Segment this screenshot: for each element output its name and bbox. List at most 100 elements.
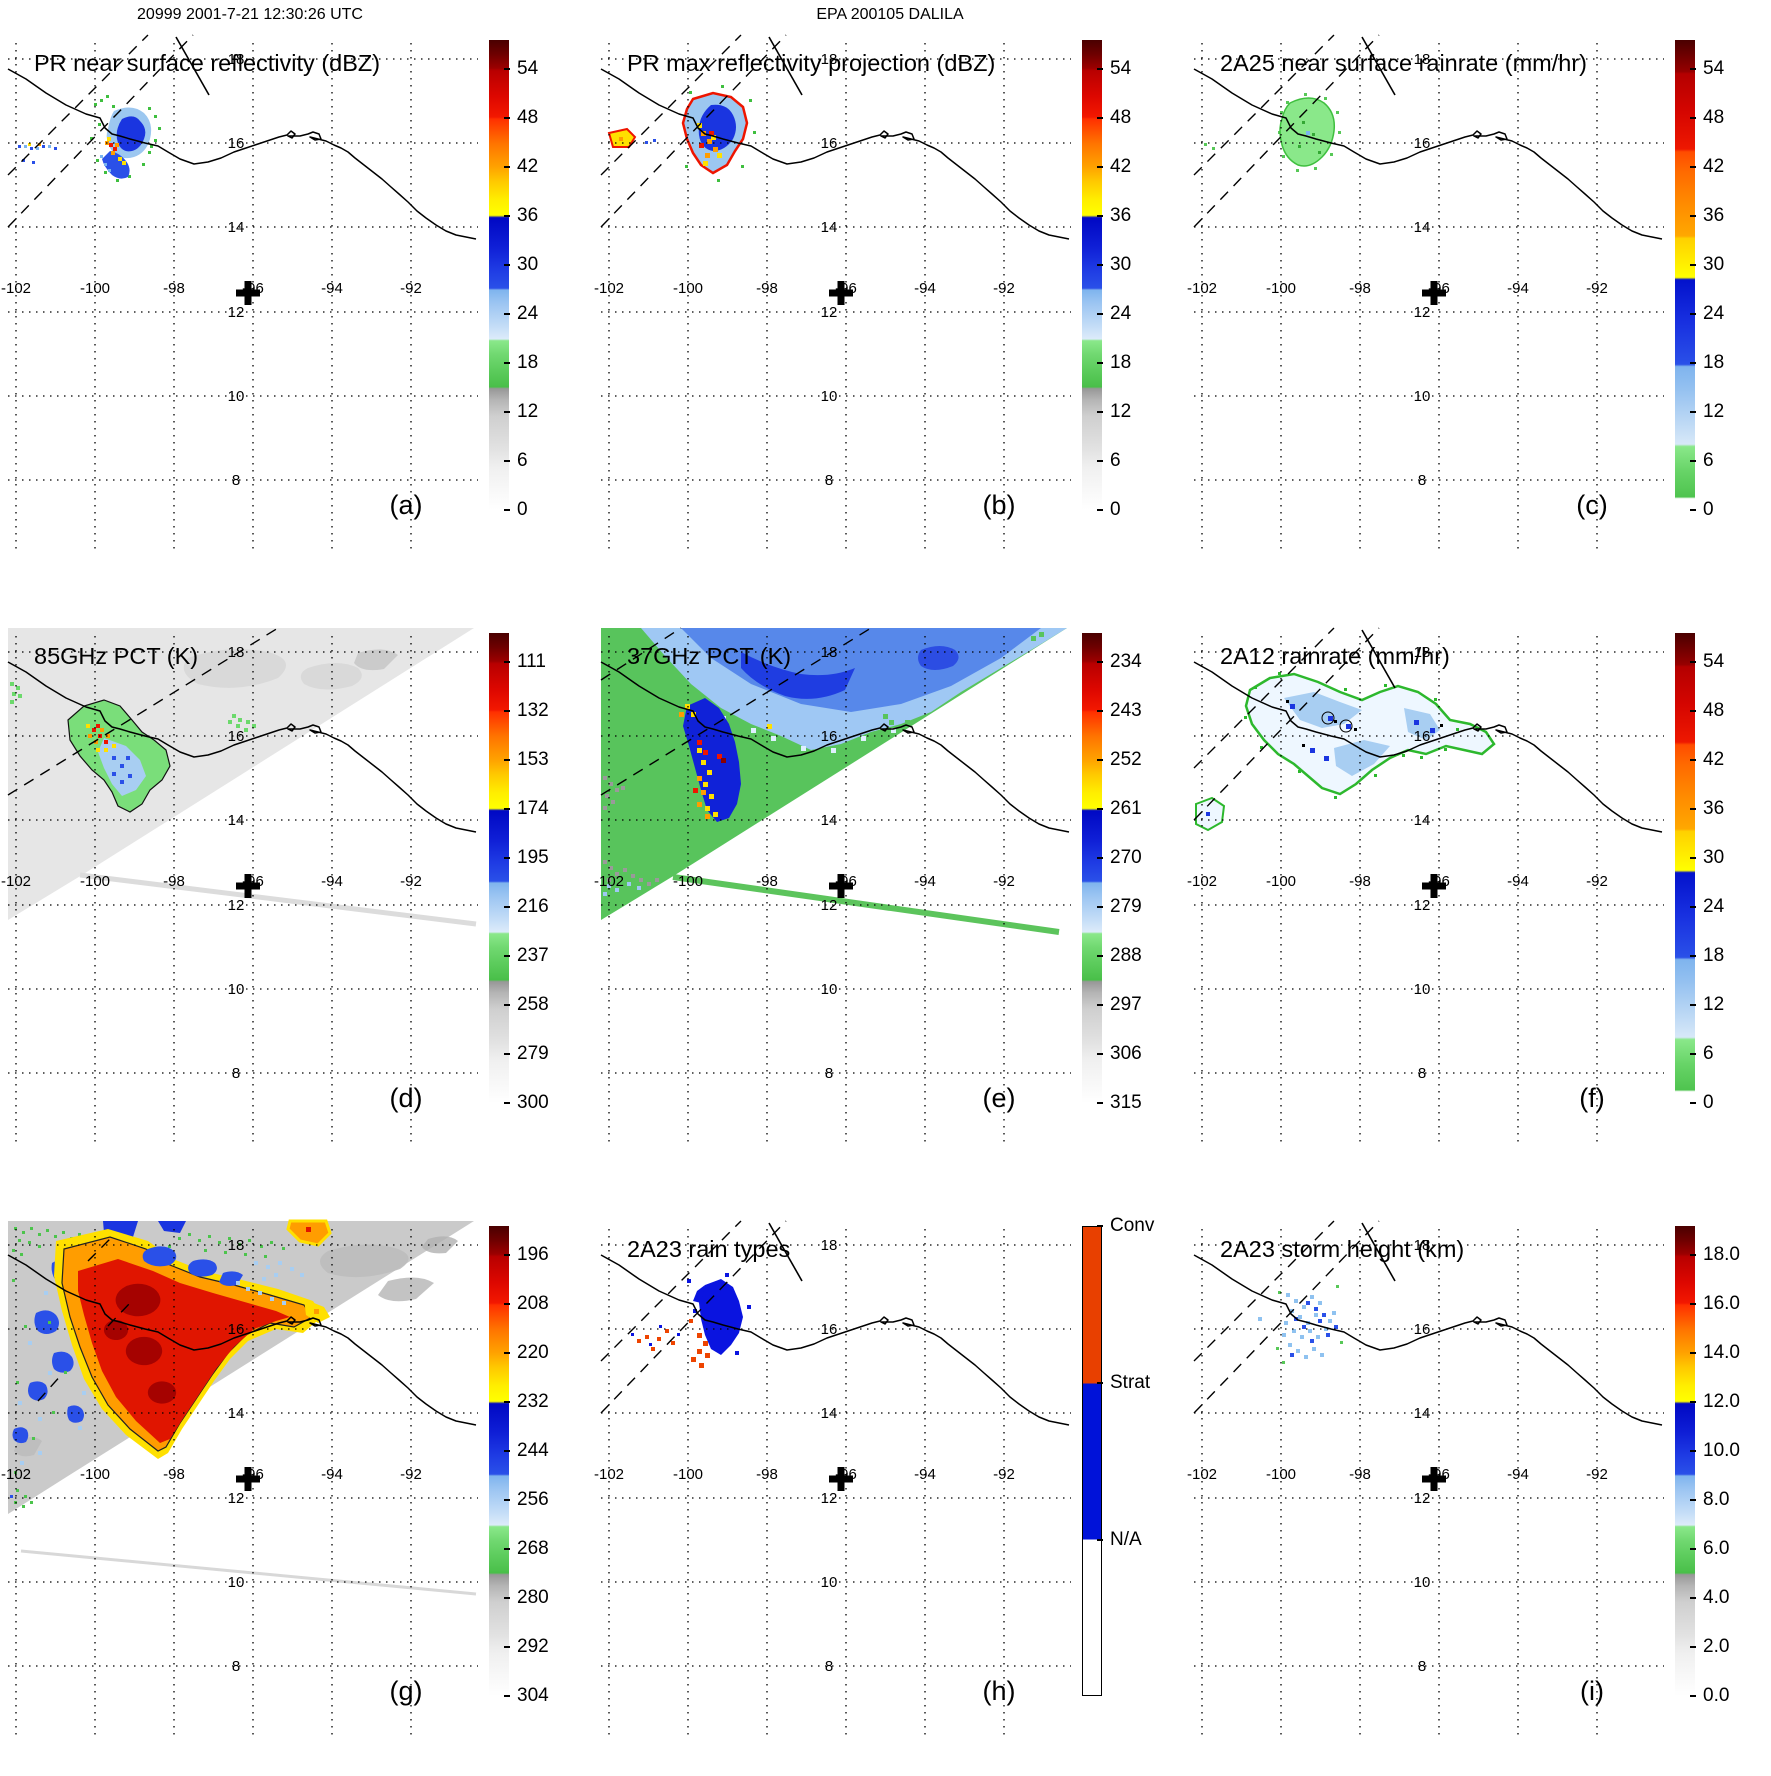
data-pixel: [96, 724, 100, 728]
colorbar-label: 36: [517, 205, 539, 227]
colorbar-label: N/A: [1110, 1528, 1142, 1550]
colorbar-label: 153: [517, 749, 549, 771]
data-pixel: [112, 105, 115, 108]
data-pixel: [16, 686, 20, 690]
data-blob: [28, 1381, 48, 1401]
colorbar-label: 48: [1703, 700, 1725, 722]
data-pixel: [637, 886, 641, 890]
colorbar-label: 2.0: [1703, 1636, 1730, 1658]
data-pixel: [1336, 111, 1339, 114]
data-pixel: [112, 772, 116, 776]
data-pixel: [689, 1319, 693, 1323]
colorbar-tick: [1690, 1646, 1696, 1649]
coastline-layer: [7, 661, 477, 833]
data-pixel: [246, 1287, 250, 1291]
colorbar-label: 30: [517, 254, 539, 276]
data-pixel: [603, 806, 607, 810]
colorbar-label: 42: [1110, 156, 1132, 178]
data-pixel: [254, 1261, 258, 1265]
colorbar-label: 12: [517, 401, 539, 423]
data-pixel: [1284, 1321, 1288, 1325]
data-pixel: [20, 1461, 24, 1465]
data-pixel: [801, 746, 806, 751]
colorbar-label: 36: [1703, 205, 1725, 227]
lat-tick-label: 12: [228, 897, 245, 914]
data-pixel: [747, 1305, 751, 1309]
data-pixel: [100, 99, 103, 102]
lat-tick-label: 12: [1414, 897, 1431, 914]
panel-title: PR near surface reflectivity (dBZ): [34, 50, 380, 76]
data-pixel: [78, 1426, 82, 1430]
lon-tick-label: -92: [1586, 873, 1608, 890]
colorbar-label: 18: [1110, 352, 1132, 374]
data-pixel: [52, 1411, 55, 1414]
data-pixel: [1312, 1347, 1316, 1351]
data-pixel: [707, 139, 712, 144]
lat-tick-label: 10: [228, 1574, 245, 1591]
colorbar-label: 0: [1703, 1092, 1714, 1113]
lon-tick-label: -102: [594, 873, 624, 890]
colorbar-tick: [1097, 1102, 1103, 1104]
colorbar-label: 42: [1703, 156, 1725, 178]
data-pixel: [1282, 1333, 1286, 1337]
data-pixel: [705, 1353, 710, 1358]
coastline-layer: [1193, 1220, 1663, 1426]
panel-letter: (f): [1579, 1083, 1604, 1113]
data-pixel: [697, 748, 702, 753]
data-pixel: [109, 143, 113, 147]
colorbar-tick: [1097, 1381, 1103, 1384]
lon-tick-label: -92: [1586, 1466, 1608, 1483]
data-pixel: [1282, 1361, 1285, 1364]
colorbar-label: 18: [517, 352, 539, 374]
data-pixel: [1322, 1313, 1326, 1317]
colorbar-label: 16.0: [1703, 1293, 1740, 1315]
colorbar-label: 174: [517, 798, 549, 820]
data-pixel: [1324, 756, 1329, 761]
data-pixel: [244, 1253, 247, 1256]
data-pixel: [627, 882, 631, 886]
data-pixel: [112, 744, 116, 748]
colorbar-tick: [504, 955, 510, 958]
data-pixel: [266, 1265, 270, 1269]
data-pixel: [10, 700, 14, 704]
data-blob: [8, 628, 474, 920]
lon-tick-label: -98: [1349, 280, 1371, 297]
colorbar-tick: [1690, 117, 1696, 120]
colorbar-label: 279: [517, 1043, 549, 1065]
data-pixel: [1324, 97, 1327, 100]
data-pixel: [16, 1381, 19, 1384]
colorbar-label: 18: [1703, 945, 1725, 967]
colorbar-label: 304: [517, 1685, 549, 1706]
lat-tick-label: 12: [821, 1490, 838, 1507]
data-pixel: [260, 1245, 263, 1248]
data-pixel: [92, 728, 96, 732]
colorbar-label: 0: [1703, 499, 1714, 520]
data-pixel: [1278, 672, 1281, 675]
colorbar-label: 4.0: [1703, 1587, 1730, 1609]
data-blob: [286, 1219, 332, 1247]
storm-center-marker: [236, 1467, 260, 1491]
data-pixel: [1244, 716, 1247, 719]
colorbar: [1082, 40, 1102, 510]
lon-tick-label: -94: [321, 280, 343, 297]
orbit-track-segment: [1361, 629, 1396, 689]
coastline-layer: [1193, 627, 1663, 833]
data-pixel: [1336, 1285, 1339, 1288]
lat-tick-label: 16: [821, 135, 838, 152]
data-pixel: [1310, 1339, 1314, 1343]
data-pixel: [278, 1261, 282, 1265]
colorbar-tick: [1097, 68, 1103, 71]
lon-tick-label: -100: [1266, 1466, 1296, 1483]
data-pixel: [1384, 684, 1387, 687]
data-pixel: [246, 720, 250, 724]
lat-tick-label: 8: [232, 472, 240, 489]
lat-tick-label: 10: [228, 981, 245, 998]
data-field: [631, 1273, 751, 1368]
data-pixel: [685, 165, 688, 168]
data-pixel: [1300, 1335, 1304, 1339]
data-pixel: [883, 714, 888, 719]
lat-tick-label: 14: [228, 1405, 245, 1422]
